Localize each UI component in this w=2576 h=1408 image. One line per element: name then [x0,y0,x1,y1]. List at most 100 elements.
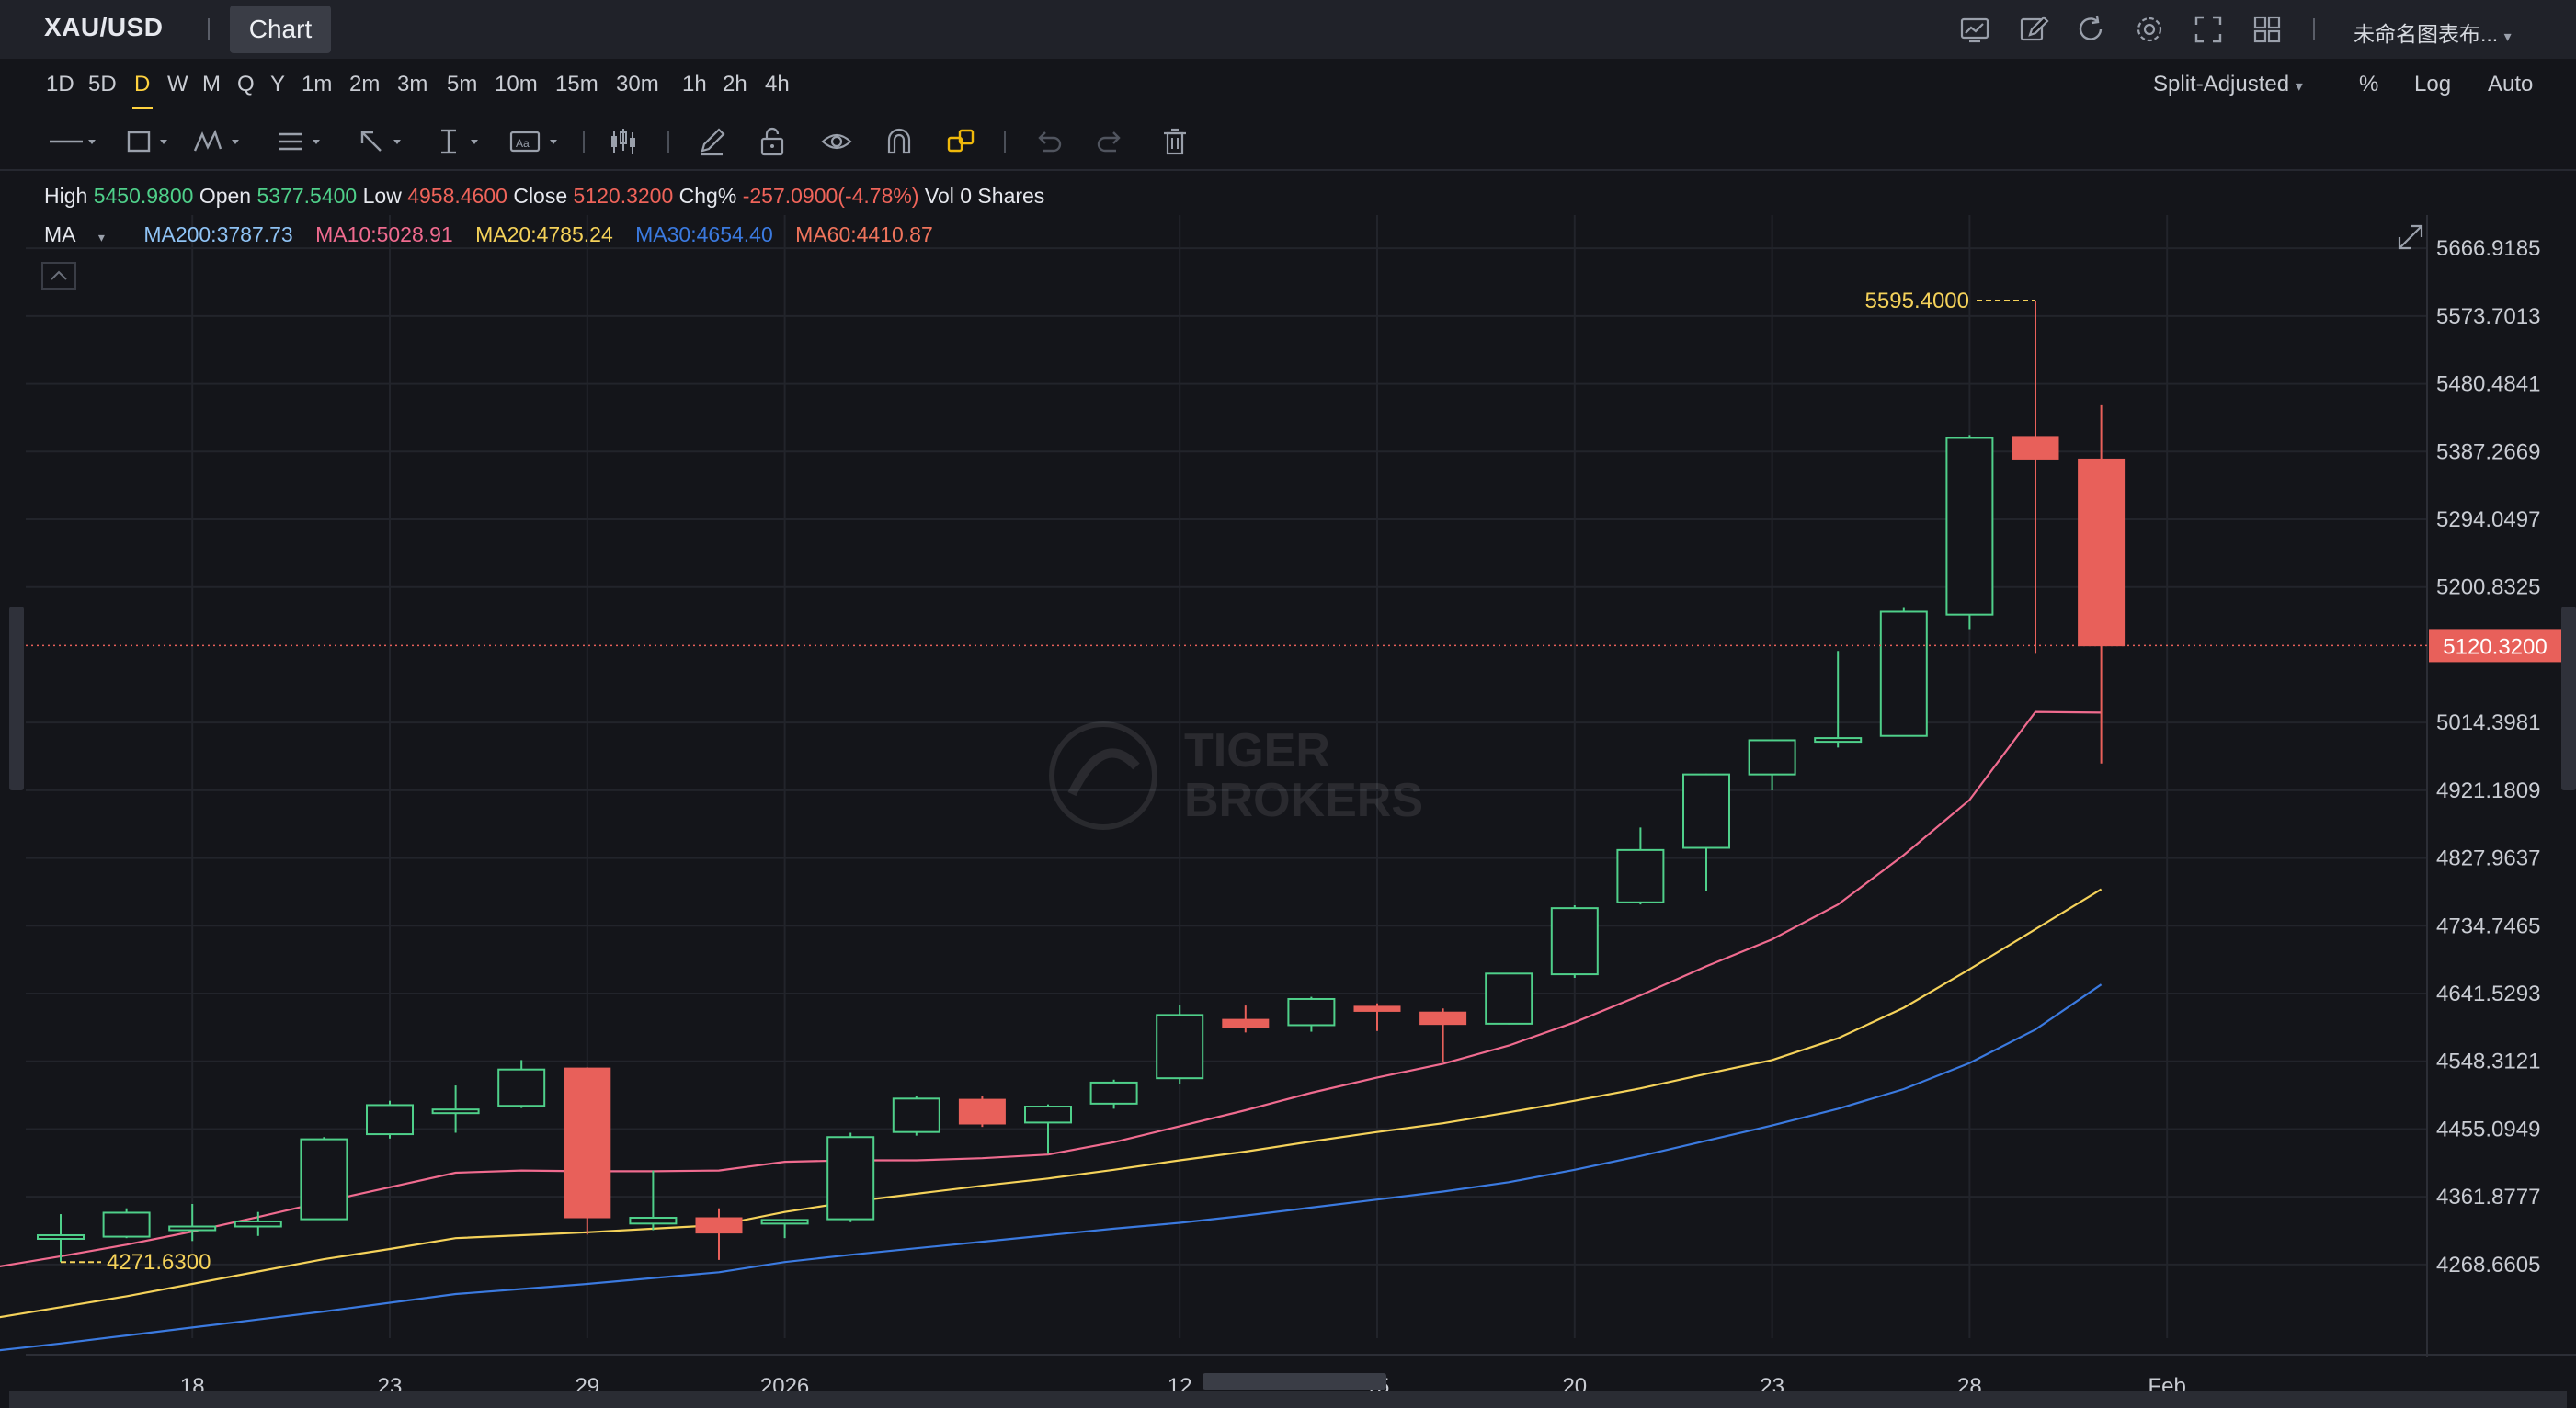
ma200-value: MA200:3787.73 [143,222,293,246]
timeframe-4h[interactable]: 4h [765,72,790,97]
time-scroll-handle[interactable] [1203,1373,1386,1390]
timeframe-W[interactable]: W [167,72,188,97]
magnet-icon[interactable] [883,125,916,158]
layout-selector[interactable]: 未命名图表布... ▾ [2354,17,2512,48]
timeframe-D[interactable]: D [134,72,151,97]
time-axis: 18232920261215202328Feb [180,1374,2186,1391]
current-price-label: 5120.3200 [2443,634,2547,659]
ma-legend: MA ▾ MA200:3787.73 MA10:5028.91 MA20:478… [44,222,950,247]
settings-icon[interactable] [2133,13,2166,46]
auto-toggle[interactable]: Auto [2488,72,2534,97]
divider [667,131,669,153]
ohlc-legend: High 5450.9800 Open 5377.5400 Low 4958.4… [44,184,1044,209]
ma60-value: MA60:4410.87 [795,222,933,246]
adjust-label: Split-Adjusted [2153,72,2290,97]
high-marker-label: 5595.4000 [1865,289,1969,313]
text-tool-icon[interactable]: Aa [507,125,572,158]
timeframe-Q[interactable]: Q [237,72,255,97]
open-value: 5377.5400 [256,184,358,208]
collapse-arrows-icon[interactable] [2398,224,2423,250]
candle-body [1616,848,1665,903]
candle-body [826,1136,875,1221]
candle-body [629,1217,678,1225]
arrow-tool-icon[interactable] [355,125,414,158]
timeframe-30m[interactable]: 30m [616,72,659,97]
refresh-icon[interactable] [2074,13,2107,46]
log-toggle[interactable]: Log [2414,72,2452,97]
price-axis-label: 4827.9637 [2436,846,2540,871]
chart-grid [26,215,2576,1357]
price-chart[interactable]: TIGER BROKERS 5666.9185 5573.7013 5480.484… [0,169,2576,1391]
timeframe-10m[interactable]: 10m [495,72,538,97]
candle-body [564,1067,611,1219]
candlesticks [37,301,2126,1263]
layout-grid-icon[interactable] [2251,13,2284,46]
timeframe-15m[interactable]: 15m [555,72,598,97]
timeframe-5m[interactable]: 5m [447,72,478,97]
candle-body [234,1220,282,1228]
candle-body [1024,1106,1072,1124]
chart-annotations: 5120.3200 5595.4000 4271.6300 [26,289,2561,1275]
candle-body [1089,1081,1138,1105]
candle-body [1550,907,1599,976]
measure-tool-icon[interactable] [432,125,491,158]
candle-body [2012,436,2059,460]
pencil-icon[interactable] [2017,13,2050,46]
price-axis-label: 4641.5293 [2436,982,2540,1006]
time-axis-label: 18 [180,1374,205,1391]
right-panel-handle[interactable] [2561,607,2576,790]
candle-body [760,1219,809,1225]
timeframe-Y[interactable]: Y [270,72,286,97]
percent-toggle[interactable]: % [2359,72,2379,97]
candle-body [1879,610,1928,737]
eye-icon[interactable] [820,125,853,158]
timeframe-M[interactable]: M [202,72,221,97]
symbol-name[interactable]: XAU/USD [44,13,164,41]
price-axis-label: 4734.7465 [2436,914,2540,938]
link-objects-icon[interactable] [945,125,978,158]
candle-body [102,1211,151,1238]
left-panel-handle[interactable] [9,607,24,790]
timeframe-1m[interactable]: 1m [302,72,333,97]
timeframe-3m[interactable]: 3m [397,72,428,97]
price-axis-label: 4268.6605 [2436,1253,2540,1277]
chart-snapshot-icon[interactable] [1958,13,1991,46]
brush-icon[interactable] [695,125,728,158]
timeframe-5D[interactable]: 5D [88,72,117,97]
collapse-legend-button[interactable] [41,262,76,290]
lock-icon[interactable] [756,125,789,158]
ma-selector[interactable]: MA ▾ [44,222,121,246]
timeframe-1D[interactable]: 1D [46,72,74,97]
indicator-icon[interactable] [607,125,640,158]
timeframe-1h[interactable]: 1h [682,72,707,97]
line-tool-icon[interactable] [46,125,101,158]
ma30-value: MA30:4654.40 [635,222,773,246]
ma20-value: MA20:4785.24 [475,222,613,246]
pattern-tool-icon[interactable] [191,125,250,158]
candle-body [1287,997,1336,1027]
price-axis-label: 5294.0497 [2436,507,2540,532]
timeframe-2m[interactable]: 2m [349,72,381,97]
price-axis-label: 4921.1809 [2436,778,2540,803]
timeframe-bar: 1D 5D D W M Q Y 1m 2m 3m 5m 10m 15m 30m … [0,59,2576,116]
timeframe-2h[interactable]: 2h [723,72,747,97]
chevron-down-icon: ▾ [2503,29,2512,45]
rectangle-tool-icon[interactable] [123,125,175,158]
fullscreen-icon[interactable] [2192,13,2225,46]
redo-icon[interactable] [1094,125,1127,158]
svg-text:Aa: Aa [516,137,530,150]
adjust-dropdown[interactable]: Split-Adjusted ▾ [2153,72,2303,97]
fibonacci-tool-icon[interactable] [274,125,333,158]
chevron-up-icon [51,270,67,280]
candle-body [1156,1014,1204,1080]
open-label: Open [199,184,252,208]
bottom-scrollbar[interactable] [9,1391,2567,1408]
time-axis-label: 12 [1168,1374,1192,1391]
candle-body [958,1098,1006,1125]
candle-body [1945,437,1994,616]
undo-icon[interactable] [1032,125,1065,158]
trash-icon[interactable] [1158,125,1191,158]
time-axis-label: 23 [1760,1374,1784,1391]
candle-body [1419,1011,1467,1026]
tab-chart[interactable]: Chart [230,6,331,53]
